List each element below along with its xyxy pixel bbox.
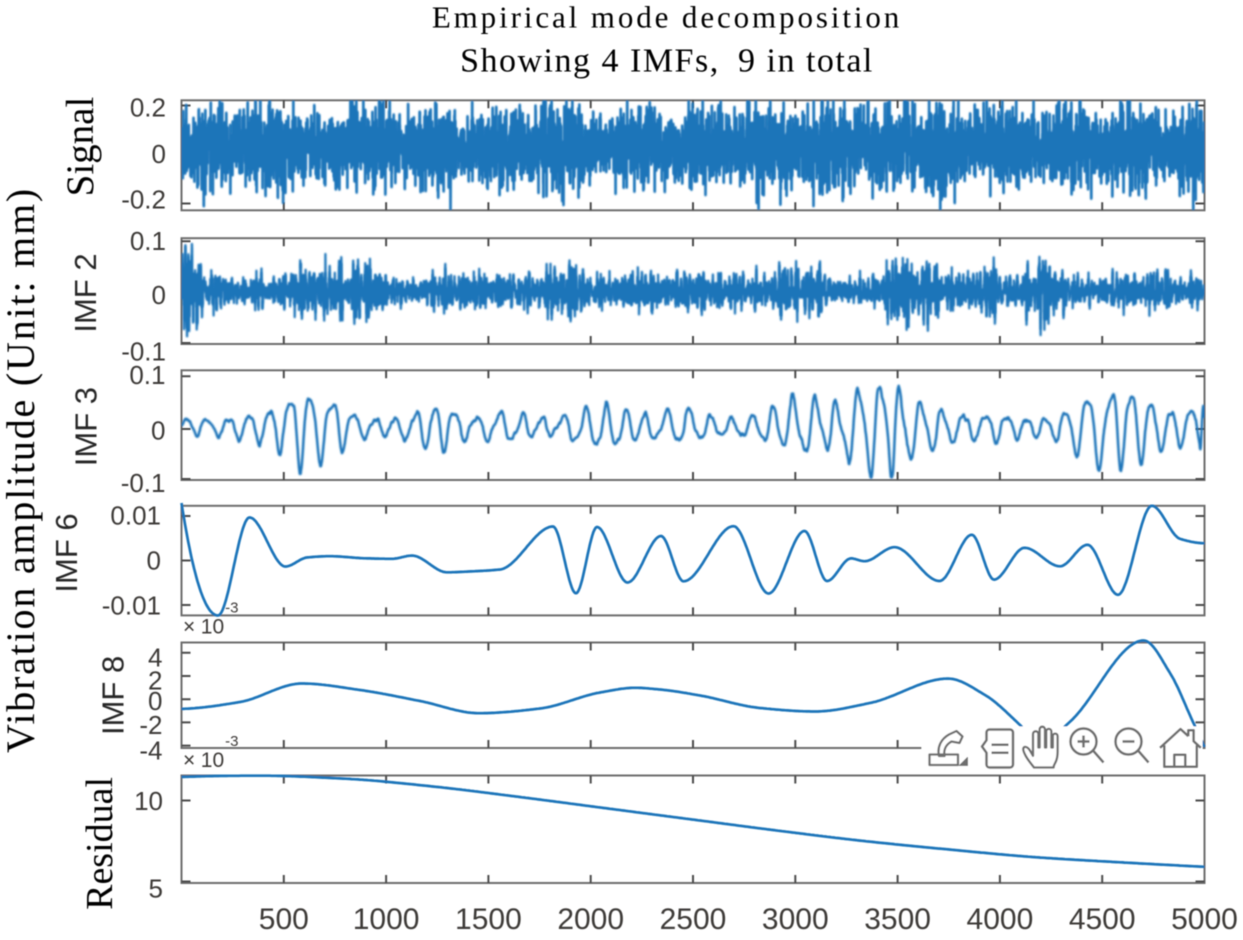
svg-text:0: 0 bbox=[148, 686, 162, 716]
svg-text:Showing 4 IMFs, 9 in total: Showing 4 IMFs, 9 in total bbox=[460, 43, 874, 80]
svg-text:-0.2: -0.2 bbox=[121, 185, 166, 215]
svg-text:3000: 3000 bbox=[762, 903, 829, 935]
svg-text:0: 0 bbox=[152, 280, 166, 310]
svg-text:-2: -2 bbox=[139, 710, 162, 740]
svg-text:5000: 5000 bbox=[1171, 903, 1238, 935]
svg-text:1000: 1000 bbox=[353, 903, 420, 935]
svg-text:Signal: Signal bbox=[59, 97, 102, 197]
svg-text:1500: 1500 bbox=[455, 903, 522, 935]
svg-text:4000: 4000 bbox=[967, 903, 1034, 935]
svg-text:IMF 8: IMF 8 bbox=[96, 656, 131, 735]
svg-text:-0.1: -0.1 bbox=[121, 336, 166, 366]
svg-text:4500: 4500 bbox=[1069, 903, 1136, 935]
svg-text:0.1: 0.1 bbox=[130, 226, 166, 256]
svg-text:0: 0 bbox=[151, 416, 165, 446]
svg-text:5: 5 bbox=[149, 874, 163, 904]
svg-text:2500: 2500 bbox=[660, 903, 727, 935]
svg-text:IMF 3: IMF 3 bbox=[69, 387, 104, 466]
svg-text:0.2: 0.2 bbox=[130, 93, 166, 123]
svg-text:-0.01: -0.01 bbox=[102, 591, 161, 621]
svg-text:4: 4 bbox=[148, 643, 162, 673]
svg-text:0: 0 bbox=[147, 546, 161, 576]
svg-text:500: 500 bbox=[259, 903, 309, 935]
svg-text:10: 10 bbox=[134, 786, 163, 816]
svg-text:Residual: Residual bbox=[79, 777, 121, 910]
svg-text:2000: 2000 bbox=[557, 903, 624, 935]
svg-text:0.01: 0.01 bbox=[110, 501, 161, 531]
svg-text:3500: 3500 bbox=[864, 903, 931, 935]
svg-text:Vibration amplitude (Unit: mm): Vibration amplitude (Unit: mm) bbox=[0, 187, 43, 753]
svg-text:0: 0 bbox=[152, 139, 166, 169]
svg-text:IMF 2: IMF 2 bbox=[68, 253, 103, 332]
svg-text:IMF 6: IMF 6 bbox=[49, 513, 84, 592]
svg-text:-0.1: -0.1 bbox=[121, 468, 166, 498]
svg-text:0.1: 0.1 bbox=[129, 360, 165, 390]
svg-text:-4: -4 bbox=[139, 736, 162, 766]
svg-text:2: 2 bbox=[148, 665, 162, 695]
svg-text:Empirical mode decomposition: Empirical mode decomposition bbox=[432, 0, 902, 35]
